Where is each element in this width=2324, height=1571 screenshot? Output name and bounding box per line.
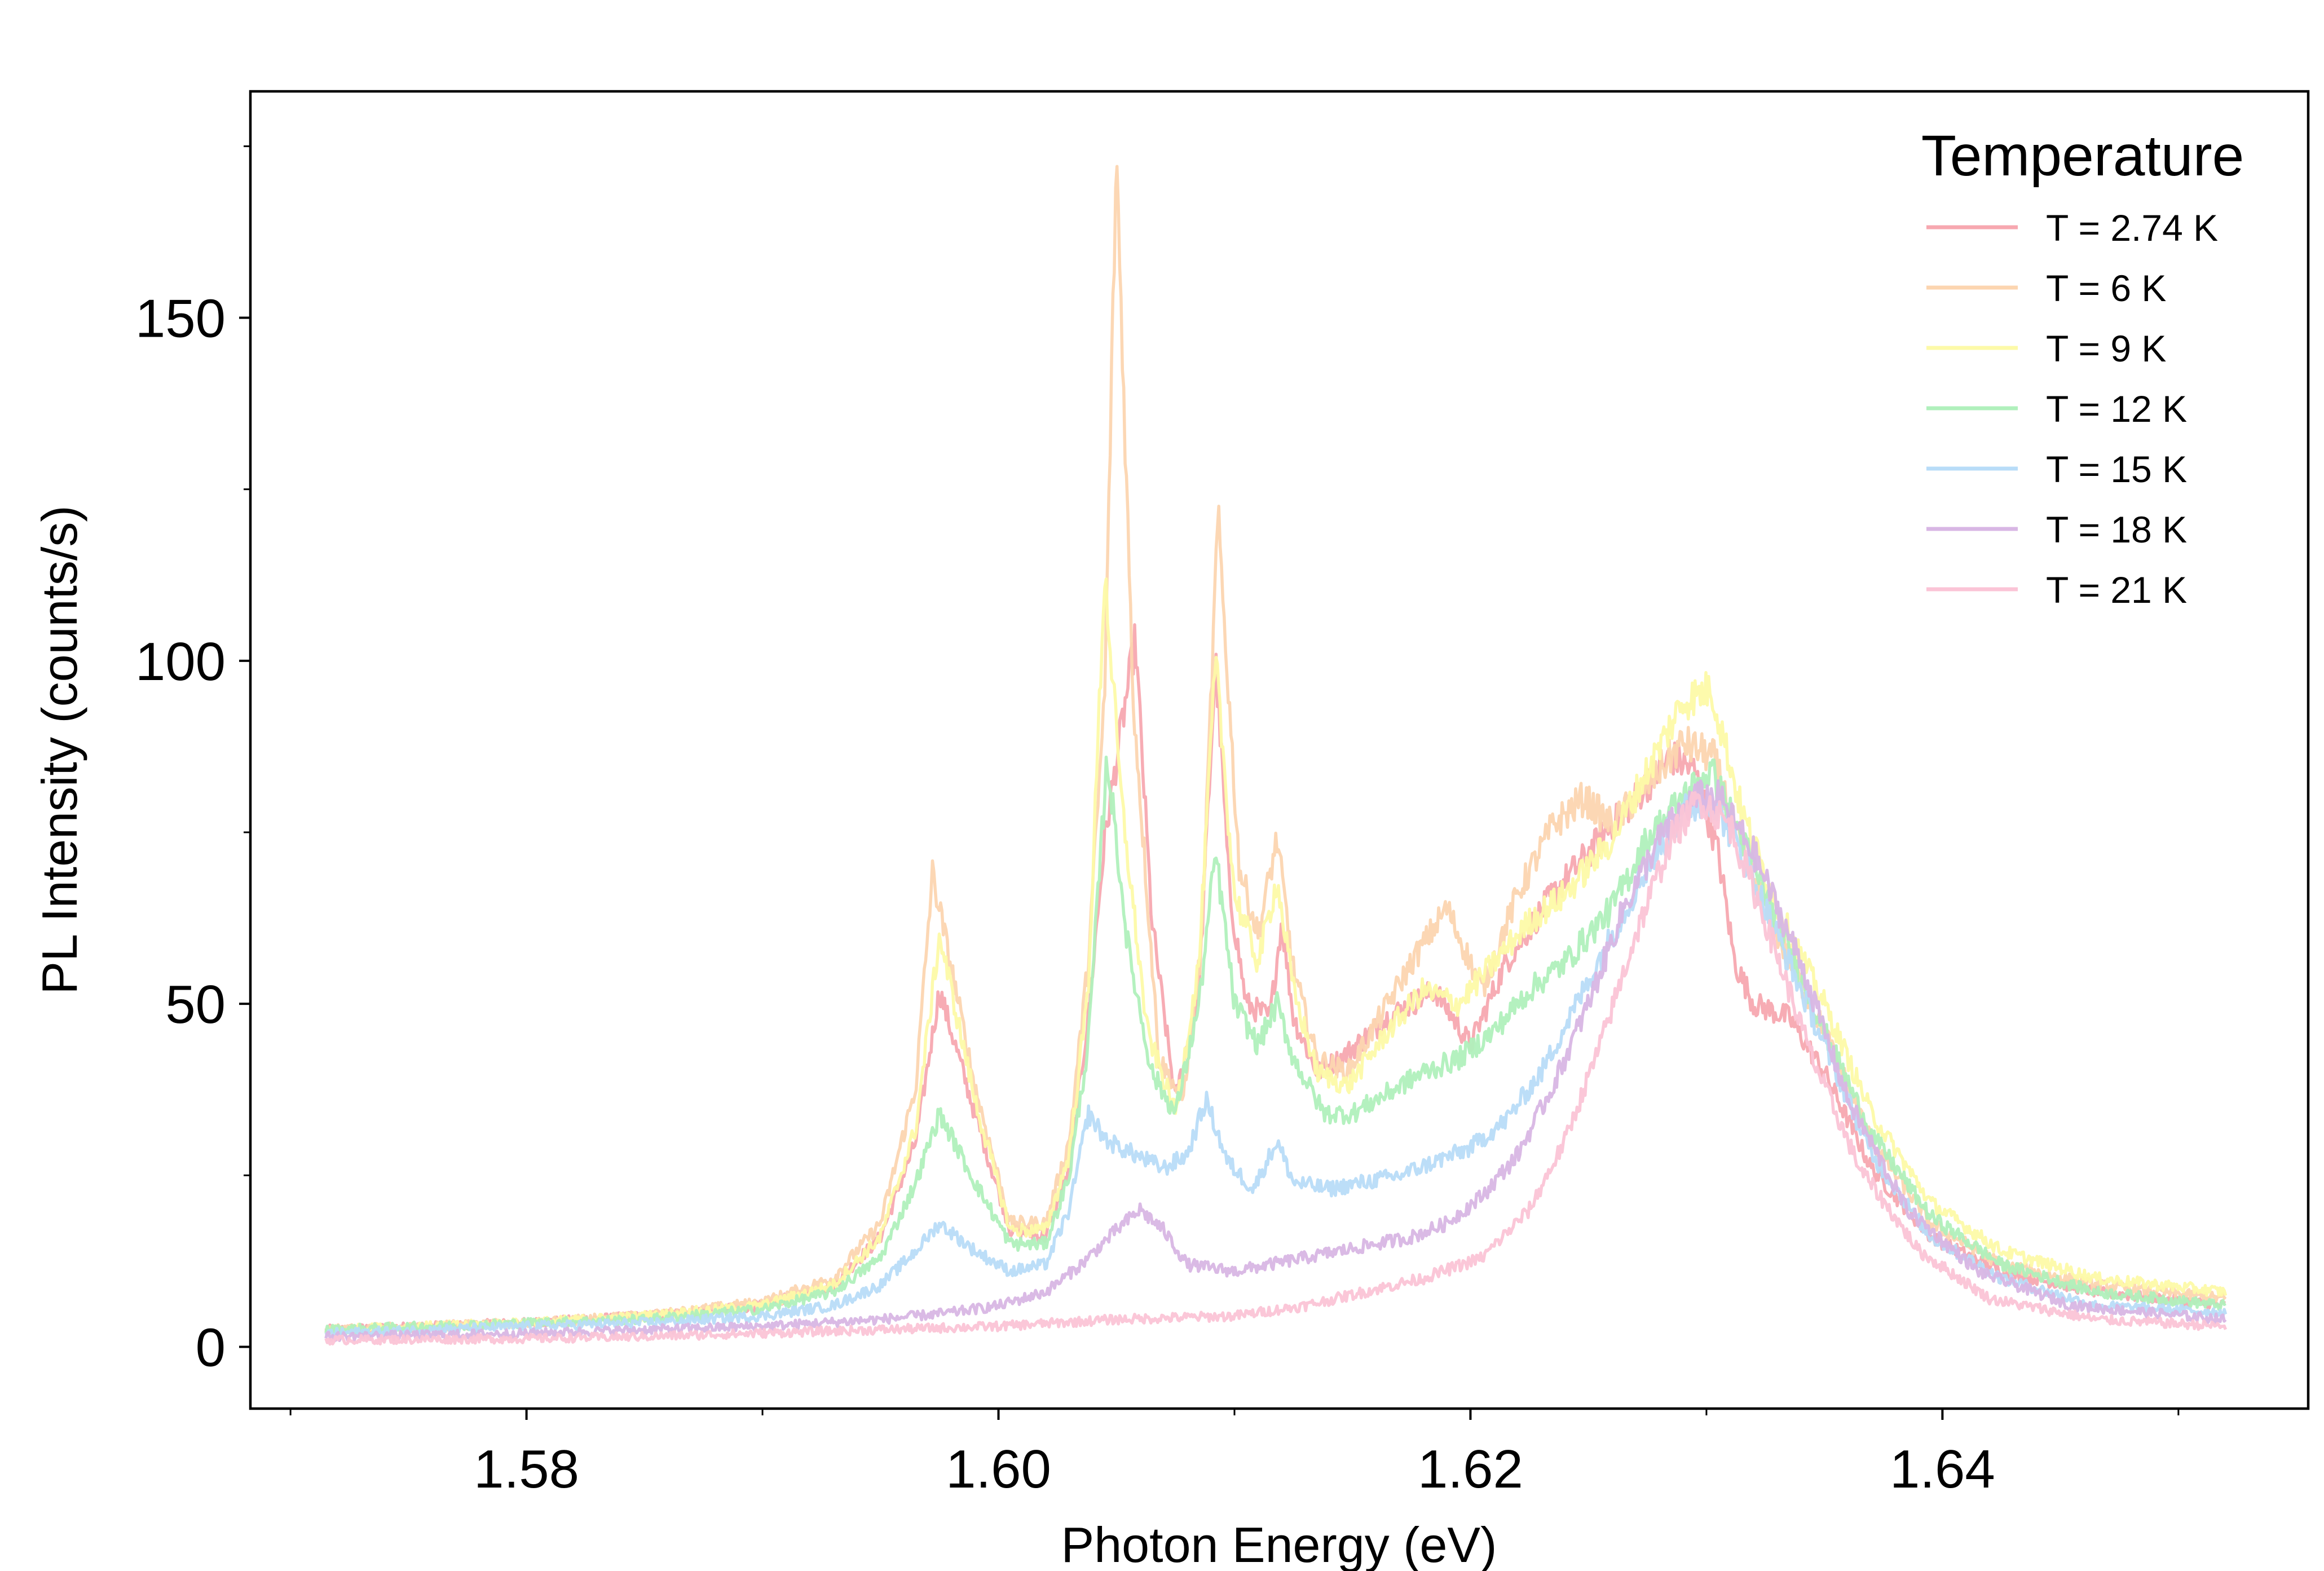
y-tick-label: 150 (135, 289, 226, 349)
series-line-5 (324, 793, 2228, 1338)
legend-label: T = 2.74 K (2046, 207, 2218, 249)
legend-label: T = 6 K (2046, 267, 2166, 309)
legend-label: T = 9 K (2046, 328, 2166, 369)
plot-frame (249, 90, 2310, 1410)
y-tick-label: 100 (135, 632, 226, 692)
y-tick-label: 50 (165, 974, 226, 1035)
legend-label: T = 21 K (2046, 569, 2187, 611)
x-tick-label: 1.62 (1418, 1439, 1523, 1499)
series-line-4 (324, 755, 2226, 1335)
x-axis-title: Photon Energy (eV) (1061, 1517, 1497, 1571)
series-layer (324, 165, 2228, 1346)
y-axis-title: PL Intensity (counts/s) (32, 505, 87, 994)
ticks-layer: 1.58 1.60 1.62 1.64 0 50 100 150 (135, 145, 2180, 1499)
legend-title: Temperature (1921, 123, 2244, 188)
x-tick-label: 1.64 (1890, 1439, 1995, 1499)
legend: Temperature T = 2.74 K T = 6 K T = 9 K T = … (1921, 123, 2244, 611)
series-line-7 (324, 791, 2228, 1346)
legend-label: T = 18 K (2046, 509, 2187, 550)
legend-label: T = 15 K (2046, 448, 2187, 490)
x-tick-label: 1.60 (946, 1439, 1051, 1499)
legend-label: T = 12 K (2046, 388, 2187, 430)
y-tick-label: 0 (196, 1318, 226, 1378)
x-tick-label: 1.58 (474, 1439, 579, 1499)
